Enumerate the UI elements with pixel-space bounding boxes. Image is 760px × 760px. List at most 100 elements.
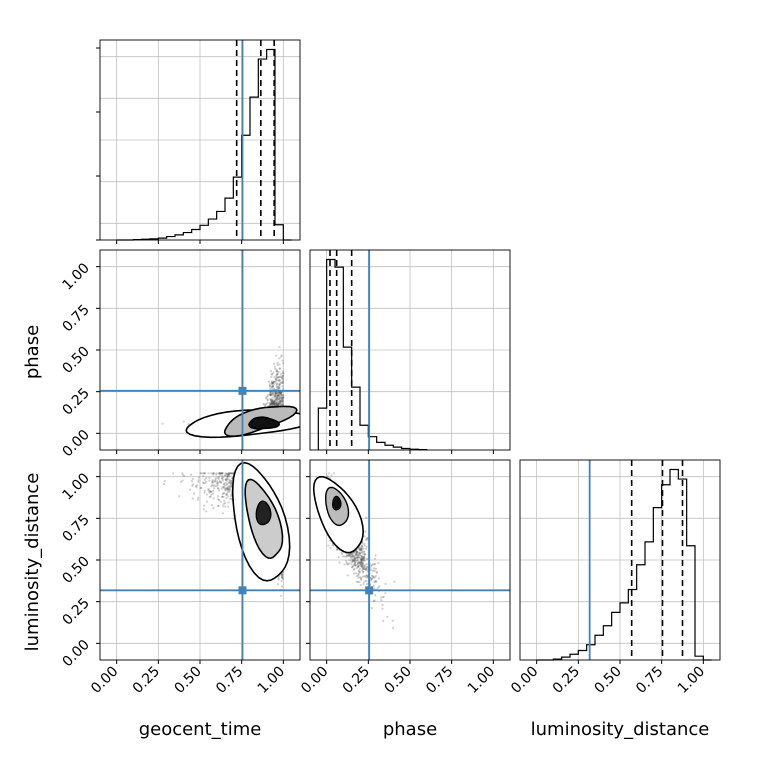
- sample-point: [391, 619, 394, 622]
- sample-point: [214, 477, 217, 480]
- sample-point: [365, 547, 368, 550]
- sample-point: [228, 478, 231, 481]
- sample-point: [213, 479, 216, 482]
- sample-point: [282, 372, 285, 375]
- sample-point: [276, 385, 279, 388]
- sample-point: [366, 574, 369, 577]
- sample-point: [224, 478, 227, 481]
- sample-point: [360, 549, 364, 552]
- sample-point: [273, 394, 277, 397]
- sample-point: [363, 550, 366, 553]
- sample-point: [203, 472, 206, 475]
- sample-point: [278, 403, 281, 406]
- scatter-panel-geocent-distance: 0.00 0.25 0.50 0.75 1.000.000.250.500.751.00: [59, 459, 301, 697]
- sample-point: [225, 493, 229, 496]
- sample-point: [360, 558, 363, 561]
- sample-point: [275, 370, 279, 373]
- sample-point: [353, 555, 356, 558]
- sample-point: [357, 569, 360, 572]
- sample-point: [276, 391, 280, 395]
- sample-point: [224, 481, 227, 484]
- sample-point: [271, 402, 274, 405]
- sample-point: [353, 559, 356, 562]
- sample-point: [225, 472, 228, 475]
- sample-point: [197, 496, 200, 499]
- sample-point: [224, 474, 227, 477]
- sample-point: [225, 493, 228, 496]
- sample-point: [373, 562, 377, 566]
- scatter-panel-geocent-phase: 0.000.250.500.751.00: [59, 249, 301, 460]
- sample-point: [278, 391, 281, 394]
- sample-point: [216, 482, 219, 485]
- sample-point: [350, 560, 353, 564]
- sample-point: [280, 575, 283, 578]
- sample-point: [274, 397, 277, 400]
- sample-point: [208, 479, 211, 482]
- sample-point: [273, 400, 276, 403]
- sample-point: [277, 403, 280, 406]
- hist-step-luminosity_distance: [536, 468, 712, 661]
- sample-point: [281, 387, 285, 390]
- sample-point: [280, 397, 283, 400]
- sample-point: [276, 395, 279, 398]
- sample-point: [362, 555, 365, 558]
- sample-point: [217, 477, 220, 481]
- ytick-label-geocent-phase-4: 1.00: [59, 260, 92, 293]
- sample-point: [282, 396, 285, 399]
- sample-point: [230, 472, 234, 475]
- sample-point: [223, 474, 226, 477]
- sample-point: [365, 576, 368, 579]
- sample-point: [214, 485, 217, 488]
- sample-point: [361, 546, 364, 549]
- sample-point: [369, 579, 372, 582]
- sample-point: [228, 472, 232, 475]
- sample-point: [276, 363, 279, 367]
- sample-point: [271, 385, 274, 388]
- sample-point: [271, 381, 275, 385]
- sample-point: [273, 402, 276, 405]
- sample-point: [272, 402, 275, 405]
- sample-point: [281, 573, 284, 577]
- sample-point: [275, 378, 278, 381]
- sample-point: [271, 401, 274, 404]
- sample-point: [269, 398, 272, 401]
- sample-point: [360, 562, 363, 565]
- sample-point: [281, 573, 284, 576]
- sample-point: [203, 472, 206, 475]
- sample-point: [281, 377, 284, 381]
- sample-point: [226, 483, 229, 486]
- sample-point: [357, 561, 360, 565]
- sample-point: [192, 492, 196, 495]
- sample-point: [337, 556, 340, 559]
- sample-point: [220, 487, 223, 490]
- sample-point: [203, 489, 206, 492]
- xtick-label-hist-luminosity_distance-1: 0.25: [550, 664, 583, 697]
- sample-point: [275, 402, 278, 405]
- sample-point: [363, 553, 366, 556]
- scatter-points-geocent-phase: [161, 346, 300, 439]
- sample-point: [270, 402, 274, 405]
- sample-point: [208, 491, 211, 494]
- sample-point: [270, 383, 273, 386]
- sample-point: [275, 379, 278, 382]
- sample-point: [371, 569, 375, 572]
- sample-point: [268, 402, 271, 405]
- sample-point: [355, 551, 358, 554]
- sample-point: [352, 568, 355, 571]
- sample-point: [355, 575, 358, 578]
- sample-point: [355, 580, 358, 583]
- xtick-label-geocent-distance-0: 0.00: [88, 664, 121, 697]
- sample-point: [386, 615, 389, 618]
- sample-point: [226, 488, 229, 491]
- sample-point: [212, 472, 215, 475]
- sample-point: [208, 495, 211, 498]
- sample-point: [212, 489, 215, 492]
- sample-point: [214, 480, 217, 483]
- sample-point: [181, 473, 185, 476]
- sample-point: [360, 558, 363, 561]
- sample-point: [274, 398, 277, 401]
- sample-point: [347, 563, 350, 566]
- sample-point: [214, 478, 217, 481]
- sample-point: [228, 484, 231, 487]
- sample-point: [373, 581, 376, 584]
